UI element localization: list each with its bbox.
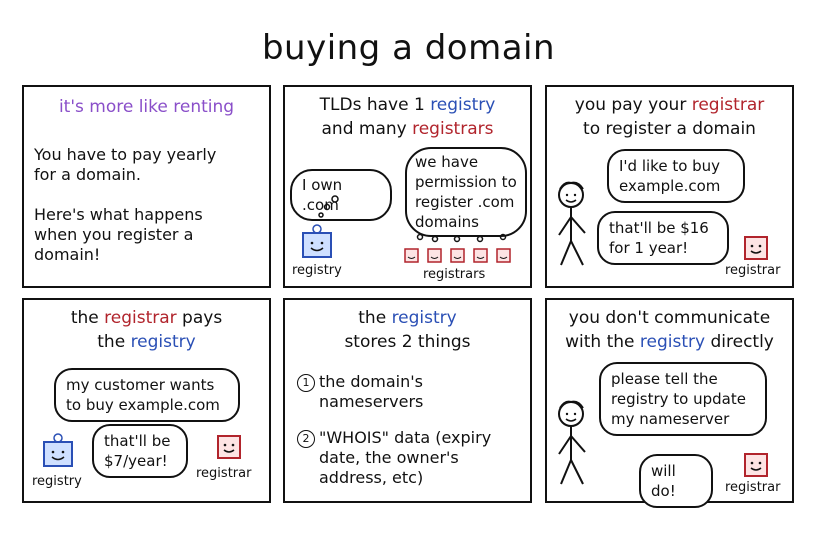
heading-registry: registry <box>391 308 457 328</box>
registrar-icon <box>217 435 241 459</box>
panel-body-yearly: You have to pay yearly for a domain. <box>34 145 217 184</box>
panel-heading-line1: the registrar pays <box>24 306 269 330</box>
panel-heading-line2: with the registry directly <box>547 330 792 354</box>
panel-pay-registrar: you pay your registrar to register a dom… <box>545 85 794 288</box>
heading-registry: registry <box>130 332 196 352</box>
heading-text: and many <box>321 119 413 139</box>
item-number-2: 2 <box>297 430 315 448</box>
speech-bubble-person: please tell the registry to update my na… <box>599 362 767 436</box>
speech-bubble-person: I'd like to buy example.com <box>607 149 745 203</box>
heading-registrar: registrar <box>691 95 765 115</box>
label-registry: registry <box>32 474 82 489</box>
panel-dont-communicate: you don't communicate with the registry … <box>545 298 794 508</box>
registrar-icon <box>744 453 768 477</box>
heading-text: directly <box>705 332 774 352</box>
thought-bubble-registry: I own .com <box>290 169 392 221</box>
stick-person <box>558 400 586 485</box>
panel-renting: it's more like renting You have to pay y… <box>22 85 271 288</box>
item-number-1: 1 <box>297 374 315 392</box>
registry-icon <box>302 224 332 258</box>
thought-dots <box>318 195 507 243</box>
heading-text: you pay your <box>574 95 692 115</box>
panel-registry-stores: the registry stores 2 things 1 the domai… <box>283 298 532 503</box>
speech-bubble-registrar: will do! <box>639 454 713 508</box>
item-nameservers: the domain's nameservers <box>319 372 424 411</box>
label-registrar: registrar <box>725 480 781 495</box>
panel-tlds: TLDs have 1 registry and many registrars… <box>283 85 532 288</box>
panel-heading-line1: TLDs have 1 registry <box>285 93 530 117</box>
speech-bubble-registrar: my customer wants to buy example.com <box>54 368 240 422</box>
panel-body-happens: Here's what happens when you register a … <box>34 205 203 264</box>
heading-text: the <box>70 308 105 328</box>
panel-heading-line2: and many registrars <box>285 117 530 141</box>
panel-heading: it's more like renting <box>58 97 235 117</box>
item-whois: "WHOIS" data (expiry date, the owner's a… <box>319 428 492 487</box>
heading-registry: registry <box>639 332 706 352</box>
heading-registrar: registrar <box>104 308 177 328</box>
speech-bubble-registrar: that'll be $16 for 1 year! <box>597 211 729 265</box>
panel-heading-line2: the registry <box>24 330 269 354</box>
heading-text: the <box>97 332 131 352</box>
speech-bubble-registry: that'll be $7/year! <box>92 424 188 478</box>
panel-heading-line1: the registry <box>285 306 530 330</box>
registrar-icons <box>404 248 511 263</box>
panel-heading-line1: you pay your registrar <box>547 93 792 117</box>
heading-text: the <box>358 308 392 328</box>
panel-heading-line2: to register a domain <box>583 119 756 139</box>
label-registrars: registrars <box>423 267 486 282</box>
heading-text: with the <box>565 332 640 352</box>
stick-person <box>558 181 586 266</box>
thought-bubble-registrars: we have permission to register .com doma… <box>405 147 527 237</box>
heading-text: TLDs have 1 <box>319 95 431 115</box>
comic-title: buying a domain <box>261 28 556 68</box>
heading-text: pays <box>176 308 223 328</box>
panel-registrar-pays: the registrar pays the registry my custo… <box>22 298 271 503</box>
label-registry: registry <box>292 263 342 278</box>
panel-heading-line1: you don't communicate <box>568 308 771 328</box>
heading-registry: registry <box>430 95 496 115</box>
panel-heading-line2: stores 2 things <box>344 332 471 352</box>
registry-icon <box>43 433 73 467</box>
heading-registrars: registrars <box>412 119 494 139</box>
label-registrar: registrar <box>725 263 781 278</box>
label-registrar: registrar <box>196 466 252 481</box>
registrar-icon <box>744 236 768 260</box>
